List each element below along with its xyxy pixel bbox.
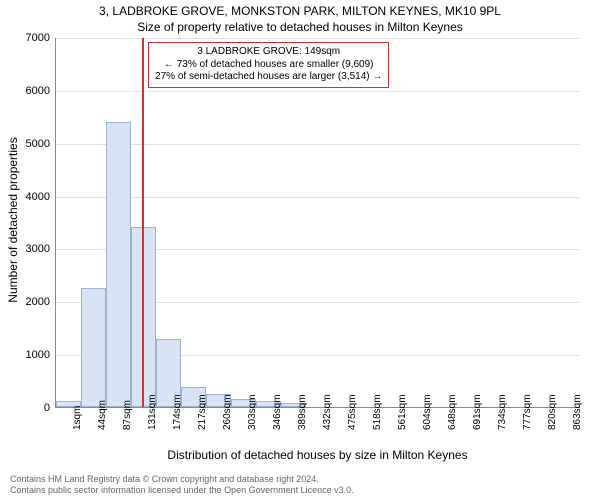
x-tick-label: 475sqm [347, 394, 358, 430]
chart-title-address: 3, LADBROKE GROVE, MONKSTON PARK, MILTON… [0, 4, 600, 18]
x-tick-label: 561sqm [397, 394, 408, 430]
gridline [56, 197, 580, 198]
gridline [56, 38, 580, 39]
x-tick-label: 777sqm [522, 394, 533, 430]
x-tick-label: 820sqm [547, 394, 558, 430]
annotation-line: 3 LADBROKE GROVE: 149sqm [155, 46, 382, 59]
x-tick-label: 389sqm [297, 394, 308, 430]
footer-line: Contains public sector information licen… [10, 485, 354, 496]
x-tick-label: 518sqm [372, 394, 383, 430]
footer-line: Contains HM Land Registry data © Crown c… [10, 474, 354, 485]
y-tick-label: 6000 [10, 85, 50, 97]
annotation-line: 27% of semi-detached houses are larger (… [155, 71, 382, 84]
x-tick-label: 346sqm [272, 394, 283, 430]
x-tick-label: 604sqm [422, 394, 433, 430]
x-tick-label: 648sqm [447, 394, 458, 430]
footer-attribution: Contains HM Land Registry data © Crown c… [10, 474, 354, 496]
gridline [56, 144, 580, 145]
y-axis-label: Number of detached properties [6, 137, 20, 302]
marker-line [142, 38, 144, 407]
histogram-bar [81, 288, 106, 407]
marker-annotation-box: 3 LADBROKE GROVE: 149sqm ← 73% of detach… [148, 42, 389, 88]
gridline [56, 91, 580, 92]
chart-container: 3, LADBROKE GROVE, MONKSTON PARK, MILTON… [0, 0, 600, 500]
y-tick-label: 7000 [10, 32, 50, 44]
x-tick-label: 863sqm [572, 394, 583, 430]
y-tick-label: 5000 [10, 138, 50, 150]
y-tick-label: 4000 [10, 191, 50, 203]
x-tick-label: 691sqm [472, 394, 483, 430]
x-tick-label: 1sqm [72, 406, 83, 430]
y-tick-label: 0 [10, 402, 50, 414]
histogram-bar [106, 122, 131, 407]
x-tick-label: 734sqm [497, 394, 508, 430]
chart-subtitle: Size of property relative to detached ho… [0, 20, 600, 34]
y-tick-label: 1000 [10, 349, 50, 361]
x-tick-label: 432sqm [322, 394, 333, 430]
x-axis-label: Distribution of detached houses by size … [55, 448, 580, 462]
plot-area: 1sqm44sqm87sqm131sqm174sqm217sqm260sqm30… [55, 38, 580, 408]
x-tick-label: 303sqm [247, 394, 258, 430]
y-tick-label: 2000 [10, 296, 50, 308]
annotation-line: ← 73% of detached houses are smaller (9,… [155, 59, 382, 72]
y-tick-label: 3000 [10, 243, 50, 255]
